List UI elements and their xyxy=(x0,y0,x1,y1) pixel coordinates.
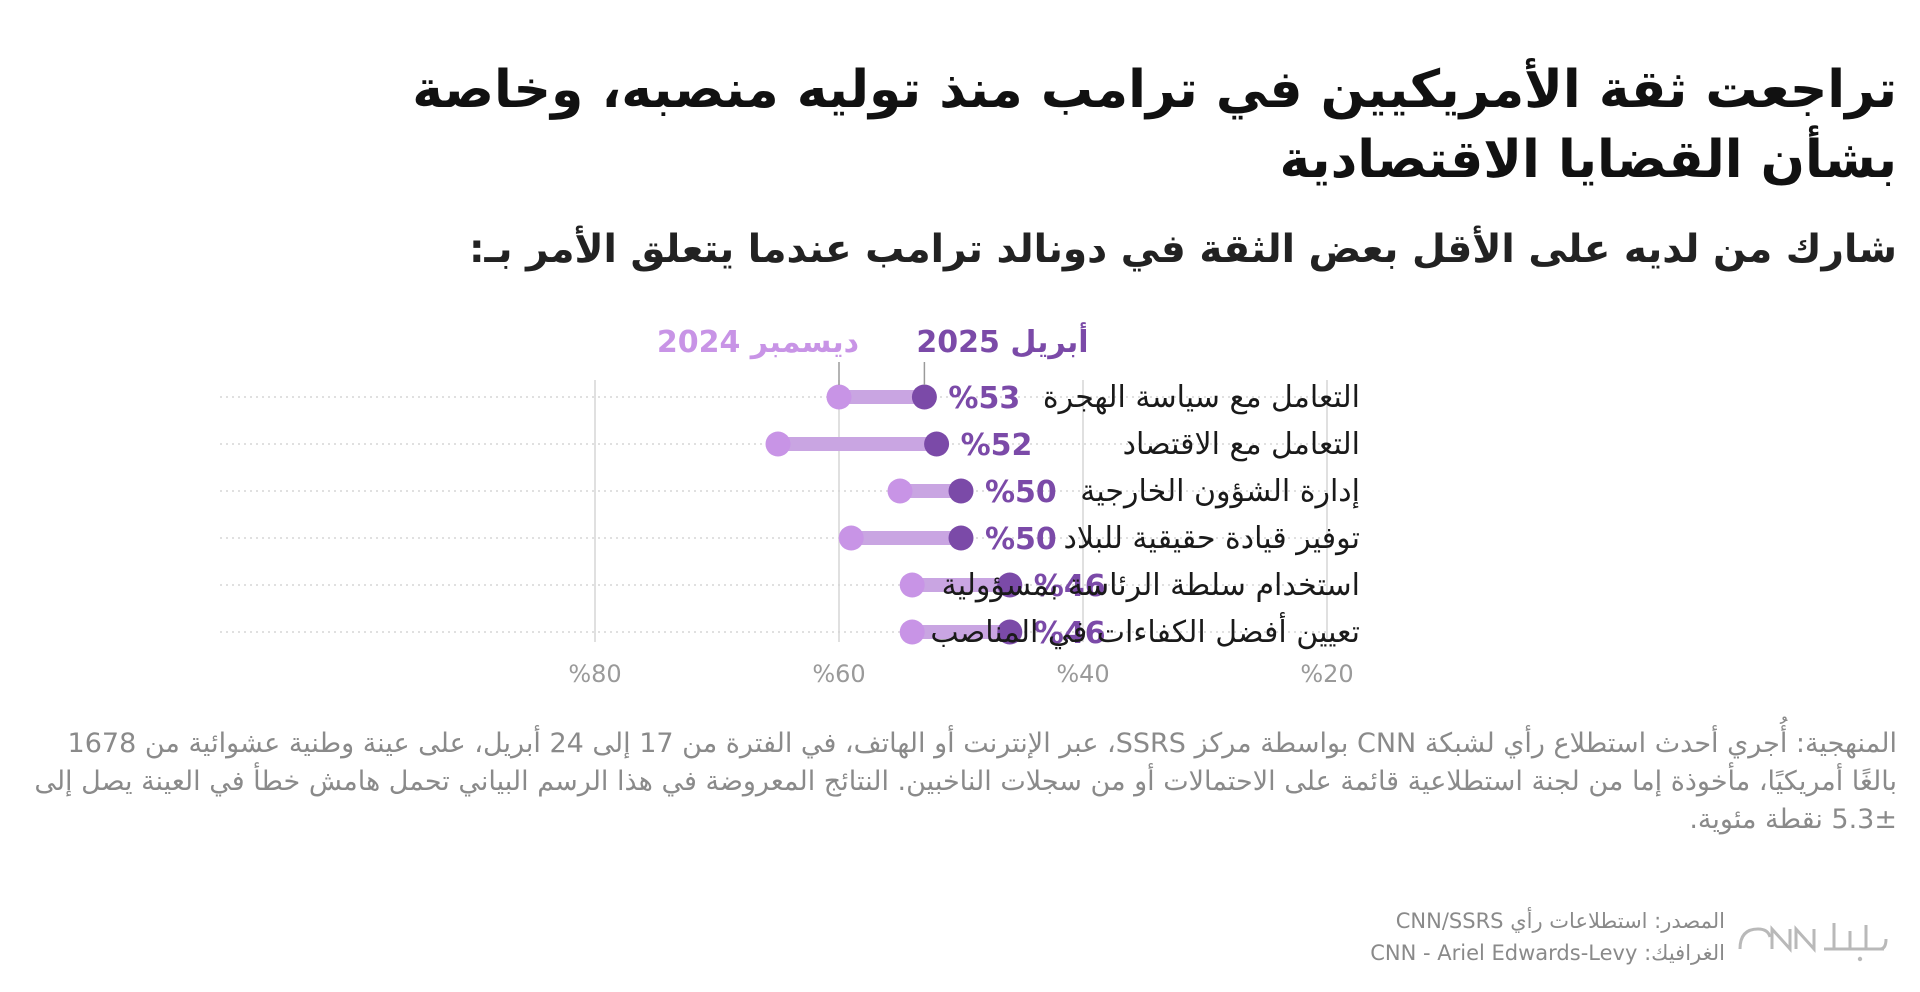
source-credits: المصدر: استطلاعات رأي CNN/SSRS الغرافيك:… xyxy=(1125,905,1725,969)
category-label: استخدام سلطة الرئاسة بمسؤولية xyxy=(942,568,1360,603)
cnn-arabic-logo xyxy=(1738,923,1888,962)
dot-december-2024 xyxy=(826,384,852,410)
category-label: التعامل مع سياسة الهجرة xyxy=(1043,380,1360,415)
value-label: %50 xyxy=(985,522,1057,557)
category-label: تعيين أفضل الكفاءات في المناصب xyxy=(930,611,1360,650)
dot-april-2025 xyxy=(948,478,974,504)
x-tick-label: %20 xyxy=(1300,660,1353,688)
x-tick-label: %80 xyxy=(568,660,621,688)
value-label: %50 xyxy=(985,475,1057,510)
labels-layer: %80 %60 %40 %20 %53 التعامل مع سياسة الهجرة %5… xyxy=(568,322,1360,688)
dot-december-2024 xyxy=(887,478,913,504)
source-text: المصدر: استطلاعات رأي CNN/SSRS xyxy=(1395,909,1725,933)
chart-subtitle: شارك من لديه على الأقل بعض الثقة في دونا… xyxy=(468,227,1897,272)
x-tick-label: %60 xyxy=(812,660,865,688)
dot-december-2024 xyxy=(899,619,925,645)
value-label: %46 xyxy=(1034,616,1106,651)
category-label: التعامل مع الاقتصاد xyxy=(1123,427,1360,462)
grid-layer xyxy=(220,380,1330,642)
dot-april-2025 xyxy=(948,525,974,551)
graphic-credit: الغرافيك: CNN - Ariel Edwards-Levy xyxy=(1370,941,1725,965)
methodology-note: المنهجية: أُجري أحدث استطلاع رأي لشبكة C… xyxy=(34,728,1897,835)
dot-april-2025 xyxy=(997,572,1023,598)
legend-december-2024: ديسمبر 2024 xyxy=(657,325,859,360)
marks-layer xyxy=(765,362,1023,645)
dot-december-2024 xyxy=(838,525,864,551)
dot-december-2024 xyxy=(899,572,925,598)
legend-april-2025: أبريل 2025 xyxy=(916,322,1088,360)
dot-december-2024 xyxy=(765,431,791,457)
value-label: %46 xyxy=(1034,569,1106,604)
dumbbell-chart: %80 %60 %40 %20 %53 التعامل مع سياسة الهجرة %5… xyxy=(220,322,1360,688)
value-label: %53 xyxy=(948,381,1020,416)
value-label: %52 xyxy=(961,428,1033,463)
x-tick-label: %40 xyxy=(1056,660,1109,688)
category-label: توفير قيادة حقيقية للبلاد xyxy=(1064,521,1360,556)
dot-april-2025 xyxy=(997,619,1023,645)
dot-april-2025 xyxy=(924,431,950,457)
chart-title: تراجعت ثقة الأمريكيين في ترامب منذ توليه… xyxy=(412,60,1897,190)
category-label: إدارة الشؤون الخارجية xyxy=(1080,474,1360,509)
dot-april-2025 xyxy=(911,384,937,410)
